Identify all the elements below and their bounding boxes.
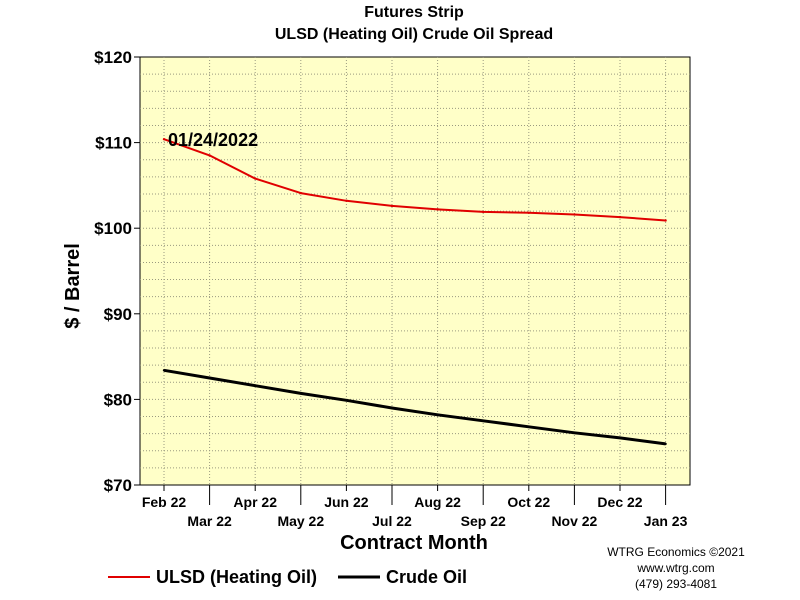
data-point — [573, 213, 576, 216]
legend-label-crude: Crude Oil — [386, 567, 467, 587]
data-point — [390, 406, 394, 410]
data-point — [664, 219, 667, 222]
legend-label-ulsd: ULSD (Heating Oil) — [156, 567, 317, 587]
data-point — [436, 208, 439, 211]
x-tick-label: Jan 23 — [644, 513, 688, 529]
data-point — [208, 376, 211, 380]
data-point — [208, 154, 211, 157]
data-point — [527, 425, 530, 428]
chart-title: Futures Strip — [364, 4, 464, 21]
credit-website: www.wtrg.com — [636, 561, 714, 575]
date-annotation: 01/24/2022 — [168, 130, 258, 150]
data-point — [618, 436, 622, 440]
series-line-ulsd — [163, 138, 666, 222]
y-tick-label: $100 — [94, 219, 132, 238]
y-axis-ticks: $70 $80 $90 $100 $110 $120 — [94, 48, 140, 495]
x-tick-label: Jul 22 — [372, 513, 412, 529]
data-point — [254, 177, 257, 180]
data-point — [299, 392, 302, 395]
data-point — [618, 215, 622, 219]
data-point — [482, 419, 485, 422]
y-tick-label: $70 — [104, 476, 132, 495]
data-point — [527, 211, 530, 214]
chart-subtitle: ULSD (Heating Oil) Crude Oil Spread — [275, 26, 553, 43]
x-tick-label: Oct 22 — [507, 494, 550, 510]
data-point — [254, 384, 257, 387]
x-tick-label: Feb 22 — [142, 494, 187, 510]
data-point — [482, 210, 485, 214]
data-point — [162, 137, 166, 141]
x-tick-label: Nov 22 — [551, 513, 597, 529]
y-tick-label: $120 — [94, 48, 132, 67]
data-point — [390, 204, 394, 208]
y-tick-label: $90 — [104, 305, 132, 324]
x-tick-label: Jun 22 — [324, 494, 369, 510]
data-point — [299, 191, 302, 195]
credit-phone: (479) 293-4081 — [635, 577, 717, 591]
x-axis-label: Contract Month — [340, 532, 488, 554]
series-line-crude-oil — [163, 368, 666, 446]
data-point — [573, 431, 576, 434]
data-point — [664, 442, 667, 446]
data-point — [436, 413, 439, 417]
plot-area — [139, 56, 691, 486]
series-layer — [162, 137, 667, 446]
y-tick-label: $80 — [104, 390, 132, 409]
data-point — [345, 199, 348, 203]
data-point — [162, 369, 166, 372]
x-tick-label: Sep 22 — [461, 513, 506, 529]
y-axis-label: $ / Barrel — [62, 243, 84, 329]
x-tick-label: Mar 22 — [187, 513, 232, 529]
credit-company: WTRG Economics ©2021 — [607, 545, 745, 559]
grid — [140, 57, 690, 485]
x-tick-label: May 22 — [277, 513, 324, 529]
data-point — [345, 399, 348, 402]
x-tick-label: Dec 22 — [597, 494, 642, 510]
y-tick-label: $110 — [95, 134, 132, 153]
x-tick-label: Aug 22 — [414, 494, 461, 510]
x-tick-label: Apr 22 — [233, 494, 277, 510]
